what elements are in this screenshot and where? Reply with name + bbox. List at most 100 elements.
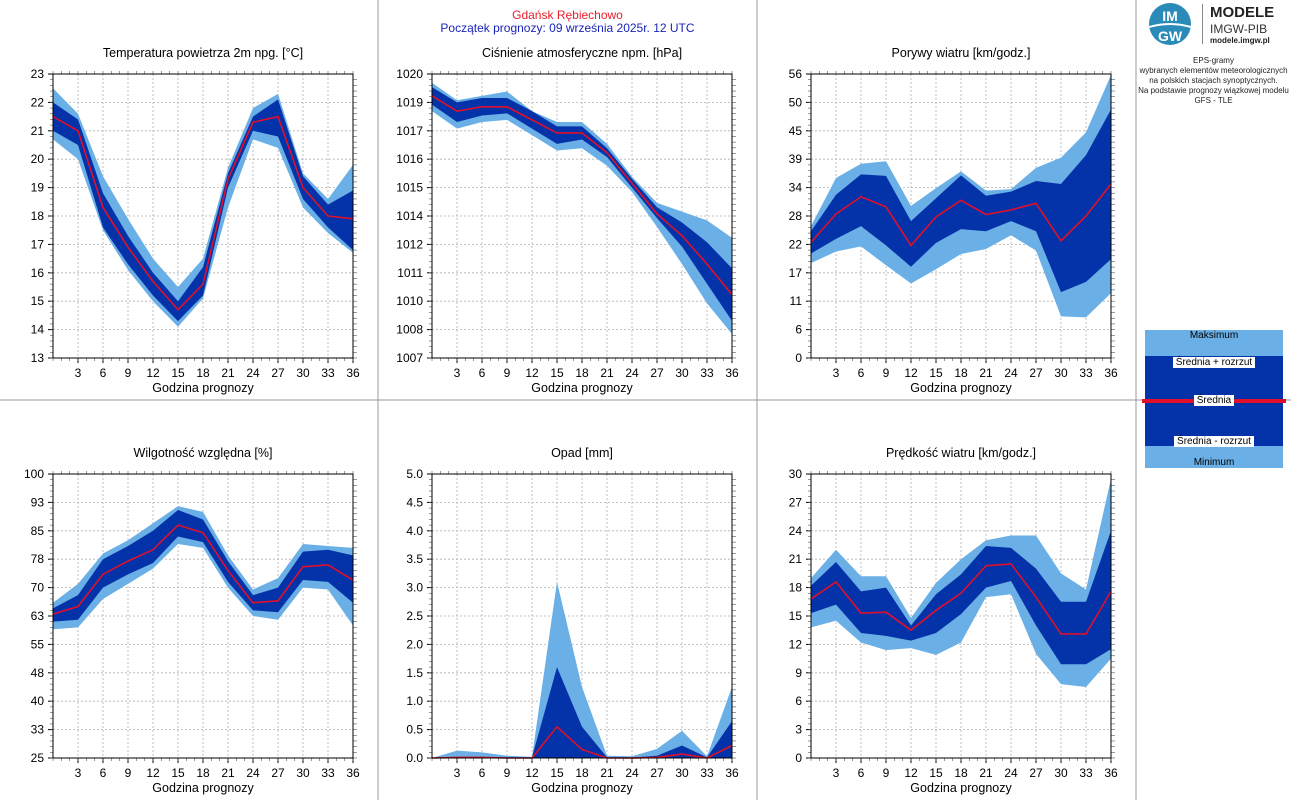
mean-line xyxy=(52,524,354,615)
y-tick-label: 6 xyxy=(795,694,802,708)
x-tick-label: 24 xyxy=(246,766,260,780)
x-tick-label: 18 xyxy=(954,366,968,380)
legend-max-label: Maksimum xyxy=(1189,330,1239,341)
brand-name-sub: IMGW-PIB xyxy=(1210,22,1268,36)
y-tick-label: 3 xyxy=(795,723,802,737)
y-tick-label: 1011 xyxy=(397,266,423,280)
x-tick-label: 3 xyxy=(454,366,461,380)
y-tick-label: 16 xyxy=(31,266,45,280)
y-tick-label: 0.5 xyxy=(406,723,423,737)
x-tick-label: 12 xyxy=(146,366,160,380)
x-axis-label: Godzina prognozy xyxy=(910,781,1012,795)
y-tick-label: 20 xyxy=(31,152,45,166)
y-tick-label: 34 xyxy=(789,181,803,195)
x-tick-label: 33 xyxy=(1079,366,1093,380)
chart-title: Opad [mm] xyxy=(551,446,613,460)
x-tick-label: 3 xyxy=(833,366,840,380)
chart-3: Porywy wiatru [km/godz.]0611172228343945… xyxy=(789,46,1118,395)
legend-mean-plus-label: Średnia + rozrzut xyxy=(1145,357,1283,368)
y-tick-label: 15 xyxy=(789,609,803,623)
x-tick-label: 27 xyxy=(1029,366,1043,380)
x-tick-label: 21 xyxy=(221,766,235,780)
chart-6: Prędkość wiatru [km/godz.]03691215182124… xyxy=(789,446,1118,795)
imgw-brand: IM GW MODELE IMGW-PIB modele.imgw.pl xyxy=(1146,2,1286,46)
x-tick-label: 30 xyxy=(675,766,689,780)
x-tick-label: 15 xyxy=(171,766,185,780)
description-line: na polskich stacjach synoptycznych. xyxy=(1149,76,1278,85)
y-tick-label: 50 xyxy=(789,95,803,109)
x-tick-label: 30 xyxy=(296,366,310,380)
y-tick-label: 21 xyxy=(31,124,45,138)
x-tick-label: 6 xyxy=(858,766,865,780)
x-tick-label: 9 xyxy=(125,766,132,780)
y-tick-label: 18 xyxy=(789,581,803,595)
x-tick-label: 24 xyxy=(1004,766,1018,780)
y-tick-label: 1017 xyxy=(396,124,423,138)
y-tick-label: 1012 xyxy=(396,237,423,251)
y-tick-label: 1008 xyxy=(396,323,423,337)
chart-2: Ciśnienie atmosferyczne npm. [hPa] 1007 10… xyxy=(396,46,739,395)
chart-4: Wilgotność względna [%]25334048556370788… xyxy=(24,446,360,795)
y-tick-label: 100 xyxy=(24,467,44,481)
y-tick-label: 3.0 xyxy=(406,581,423,595)
y-tick-label: 2.5 xyxy=(406,609,423,623)
x-tick-label: 33 xyxy=(321,366,335,380)
x-tick-label: 30 xyxy=(1054,766,1068,780)
x-tick-label: 33 xyxy=(700,366,714,380)
x-tick-label: 33 xyxy=(321,766,335,780)
x-tick-label: 36 xyxy=(725,766,739,780)
y-tick-label: 40 xyxy=(31,694,45,708)
y-tick-label: 15 xyxy=(31,294,45,308)
x-tick-label: 15 xyxy=(929,366,943,380)
y-tick-label: 70 xyxy=(31,581,45,595)
y-tick-label: 25 xyxy=(31,751,45,765)
x-tick-label: 21 xyxy=(979,766,993,780)
y-tick-label: 48 xyxy=(31,666,45,680)
chart-1: Temperatura powietrza 2m npg. [°C] 13 14 15… xyxy=(31,46,360,395)
brand-site: modele.imgw.pl xyxy=(1210,36,1270,45)
x-tick-label: 15 xyxy=(550,366,564,380)
x-tick-label: 30 xyxy=(1054,366,1068,380)
y-tick-label: 1015 xyxy=(396,181,423,195)
mean-line xyxy=(52,115,354,311)
x-tick-label: 27 xyxy=(271,366,285,380)
y-tick-label: 45 xyxy=(789,124,803,138)
max-min-band xyxy=(432,82,732,334)
y-tick-label: 56 xyxy=(789,67,803,81)
imgw-logo-icon: IM GW xyxy=(1149,3,1191,45)
x-tick-label: 6 xyxy=(100,766,107,780)
x-tick-label: 18 xyxy=(954,766,968,780)
x-tick-label: 6 xyxy=(479,366,486,380)
y-tick-label: 55 xyxy=(31,637,45,651)
x-tick-label: 27 xyxy=(650,366,664,380)
y-tick-label: 3.5 xyxy=(406,552,423,566)
y-tick-label: 11 xyxy=(790,294,803,308)
plot-frame xyxy=(810,73,1112,359)
x-tick-label: 36 xyxy=(1104,366,1118,380)
band-legend: Maksimum Średnia + rozrzut Średnia Średn… xyxy=(1142,330,1286,468)
x-axis-label: Godzina prognozy xyxy=(152,381,254,395)
x-tick-label: 3 xyxy=(454,766,461,780)
x-tick-label: 18 xyxy=(575,366,589,380)
x-tick-label: 9 xyxy=(504,366,511,380)
y-tick-label: 39 xyxy=(789,152,803,166)
y-tick-label: 4.0 xyxy=(406,524,423,538)
y-tick-label: 1.0 xyxy=(406,694,423,708)
y-tick-label: 63 xyxy=(31,609,45,623)
y-tick-label: 28 xyxy=(789,209,803,223)
y-tick-label: 22 xyxy=(31,95,45,109)
x-tick-label: 24 xyxy=(625,366,639,380)
y-tick-label: 17 xyxy=(31,237,45,251)
chart-5: Opad [mm] 0.0 0.5 1.0 1.5 2.0 2.5 3.0 3.5 4.0 4.5 5… xyxy=(406,446,739,795)
description-line: GFS - TLE xyxy=(1194,96,1233,105)
y-tick-label: 1020 xyxy=(396,67,423,81)
chart-title: Porywy wiatru [km/godz.] xyxy=(892,46,1031,60)
y-tick-label: 1019 xyxy=(396,95,423,109)
x-tick-label: 33 xyxy=(700,766,714,780)
x-tick-label: 36 xyxy=(346,366,360,380)
y-tick-label: 0 xyxy=(795,351,802,365)
x-tick-label: 9 xyxy=(883,766,890,780)
x-tick-label: 12 xyxy=(525,366,539,380)
